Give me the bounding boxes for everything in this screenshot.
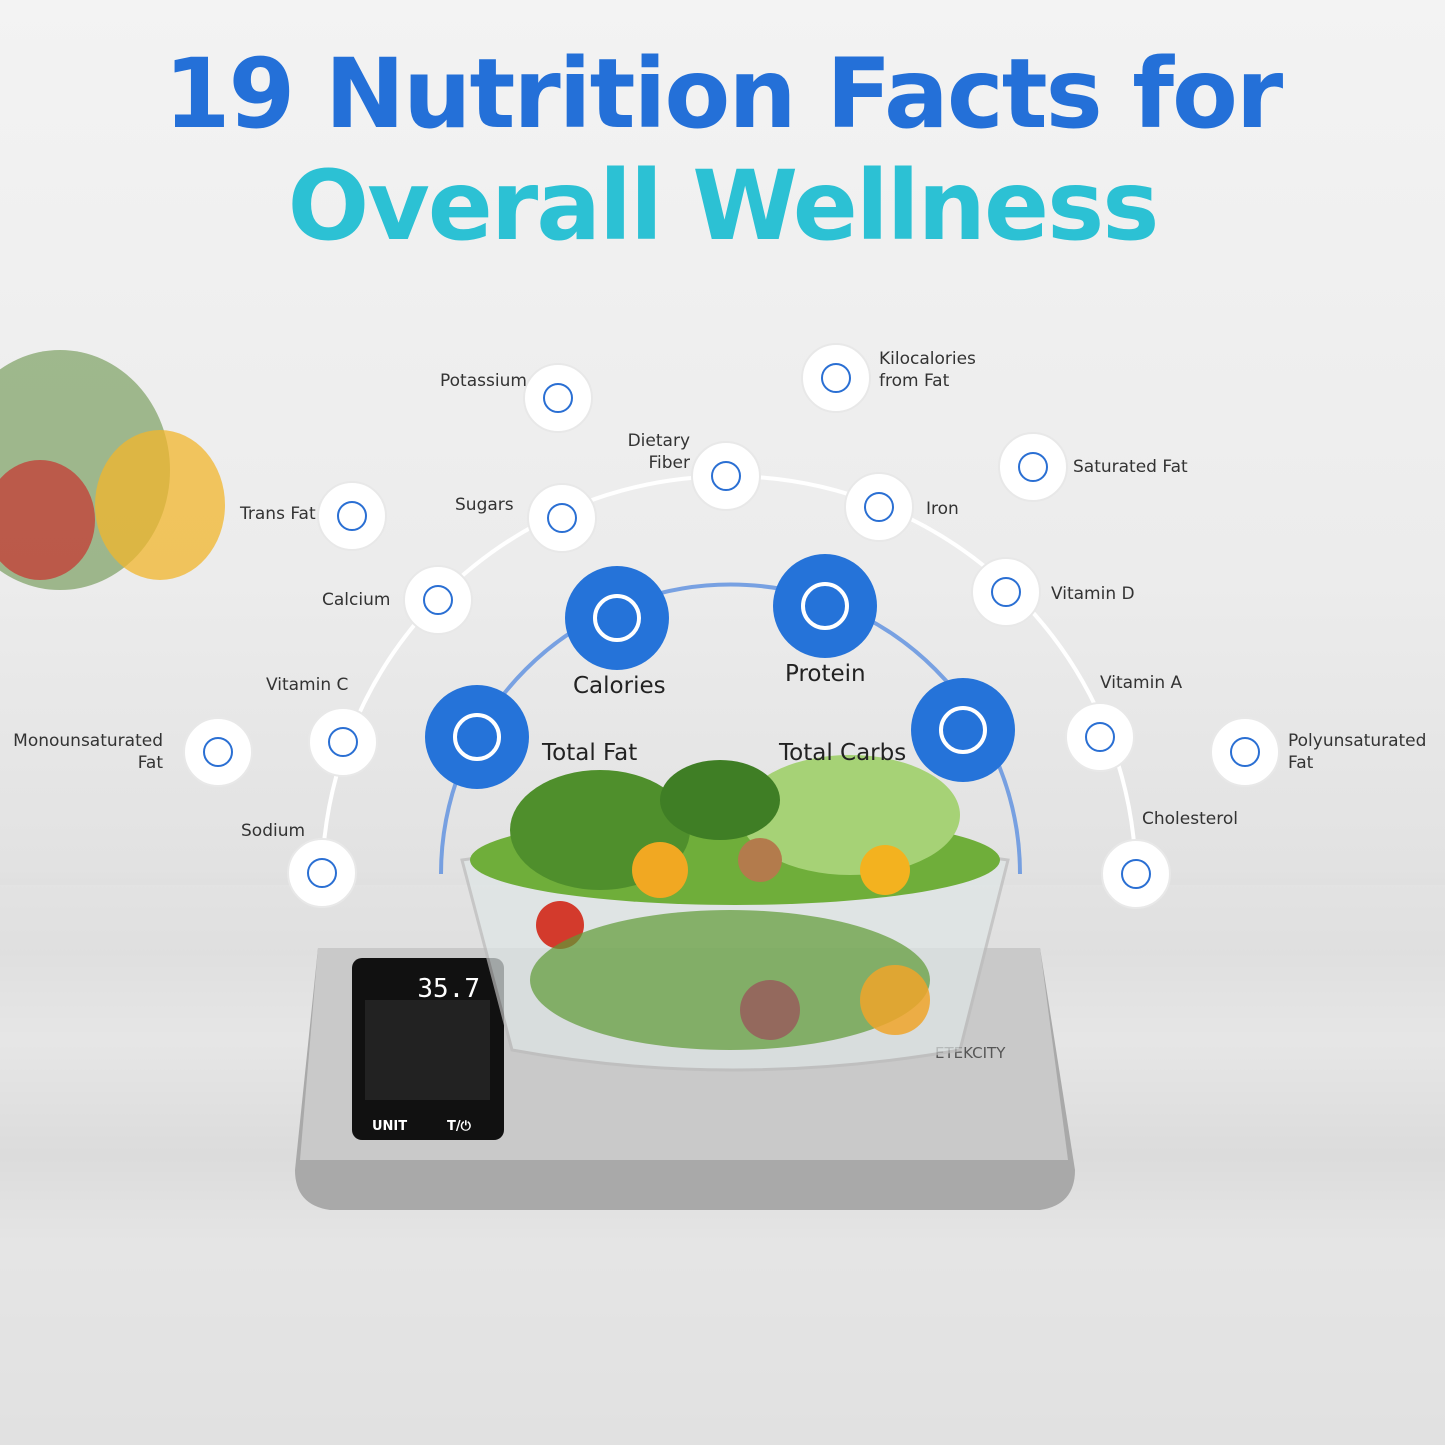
nutrient-label: Potassium — [440, 371, 527, 391]
nutrient-label: Polyunsaturated Fat — [1288, 731, 1427, 773]
nutrient-icon — [183, 717, 253, 787]
nutrient-icon — [971, 557, 1041, 627]
nutrient-label: Vitamin C — [266, 675, 349, 695]
nutrient-icon — [1210, 717, 1280, 787]
nutrient-icon — [317, 481, 387, 551]
nutrient-label: Trans Fat — [240, 504, 316, 524]
icon-glyph — [328, 727, 358, 757]
nutrient-label: Kilocalories from Fat — [879, 349, 976, 391]
primary-label: Calories — [573, 673, 666, 699]
nutrient-label: Calcium — [322, 590, 391, 610]
icon-glyph — [801, 582, 849, 630]
primary-icon — [425, 685, 529, 789]
nutrient-label: Saturated Fat — [1073, 457, 1188, 477]
icon-glyph — [543, 383, 573, 413]
nutrient-label: Vitamin D — [1051, 584, 1135, 604]
nutrient-label: Sugars — [455, 495, 514, 515]
nutrient-label: Dietary Fiber — [627, 431, 690, 473]
primary-icon — [565, 566, 669, 670]
nutrient-icon — [1065, 702, 1135, 772]
icon-glyph — [1018, 452, 1048, 482]
primary-icon — [773, 554, 877, 658]
primary-label: Total Fat — [542, 740, 638, 766]
icon-glyph — [337, 501, 367, 531]
icon-glyph — [453, 713, 501, 761]
icon-glyph — [991, 577, 1021, 607]
nutrient-label: Vitamin A — [1100, 673, 1183, 693]
icon-glyph — [1085, 722, 1115, 752]
tare-button[interactable]: T/⏻ — [447, 1119, 472, 1134]
icon-glyph — [1121, 859, 1151, 889]
nutrient-icon — [691, 441, 761, 511]
nutrient-icon — [998, 432, 1068, 502]
icon-glyph — [1230, 737, 1260, 767]
nutrient-label: Cholesterol — [1142, 809, 1238, 829]
nutrient-icon — [523, 363, 593, 433]
nutrient-label: Iron — [926, 499, 959, 519]
display-value: 35.7 — [417, 974, 480, 1004]
nutrient-icon — [527, 483, 597, 553]
icon-glyph — [939, 706, 987, 754]
primary-label: Total Carbs — [779, 740, 907, 766]
unit-button[interactable]: UNIT — [372, 1119, 407, 1134]
nutrient-label: Sodium — [241, 821, 306, 841]
icon-glyph — [547, 503, 577, 533]
nutrient-icon — [308, 707, 378, 777]
nutrient-icon — [403, 565, 473, 635]
icon-glyph — [203, 737, 233, 767]
nutrient-label: Monounsaturated Fat — [13, 731, 163, 773]
nutrient-icon — [1101, 839, 1171, 909]
primary-label: Protein — [785, 661, 866, 687]
nutrient-icon — [287, 838, 357, 908]
icon-glyph — [307, 858, 337, 888]
title-line-2: Overall Wellness — [287, 150, 1160, 262]
primary-icon — [911, 678, 1015, 782]
icon-glyph — [423, 585, 453, 615]
nutrient-icon — [801, 343, 871, 413]
icon-glyph — [864, 492, 894, 522]
title-line-1: 19 Nutrition Facts for — [163, 38, 1284, 150]
nutrient-icon — [844, 472, 914, 542]
icon-glyph — [593, 594, 641, 642]
icon-glyph — [821, 363, 851, 393]
icon-glyph — [711, 461, 741, 491]
